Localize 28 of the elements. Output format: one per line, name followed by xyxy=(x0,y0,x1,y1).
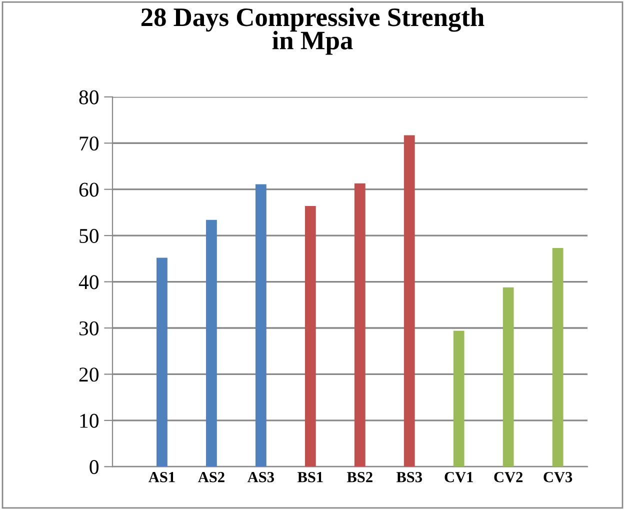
x-tick-label: CV1 xyxy=(444,472,473,482)
bar xyxy=(156,258,168,467)
y-tick-label: 80 xyxy=(79,90,99,104)
x-tick-label: CV3 xyxy=(544,472,572,482)
bar xyxy=(304,206,316,467)
x-tick-label: BS2 xyxy=(346,472,372,482)
bar xyxy=(206,220,217,467)
x-tick-label: AS3 xyxy=(248,472,274,482)
chart-title: 28 Days Compressive Strength in Mpa xyxy=(141,8,484,55)
y-tick-label: 60 xyxy=(79,182,99,197)
x-tick-label: BS1 xyxy=(298,472,323,482)
bar xyxy=(552,248,564,467)
y-tick-label: 10 xyxy=(80,414,99,428)
bar xyxy=(354,183,366,467)
bar xyxy=(502,287,514,467)
bar xyxy=(404,135,415,467)
y-tick-label: 40 xyxy=(78,275,99,290)
x-tick-label: CV2 xyxy=(494,472,523,482)
x-tick-label: BS3 xyxy=(396,472,422,482)
x-tick-label: AS2 xyxy=(198,472,224,482)
y-tick-label: 30 xyxy=(79,321,99,336)
y-tick-label: 50 xyxy=(80,228,99,243)
bar xyxy=(255,184,266,467)
y-tick-label: 70 xyxy=(80,136,99,151)
bar xyxy=(453,330,464,467)
y-tick-label: 0 xyxy=(90,460,99,474)
x-tick-label: AS1 xyxy=(148,472,175,482)
y-tick-label: 20 xyxy=(79,368,99,382)
